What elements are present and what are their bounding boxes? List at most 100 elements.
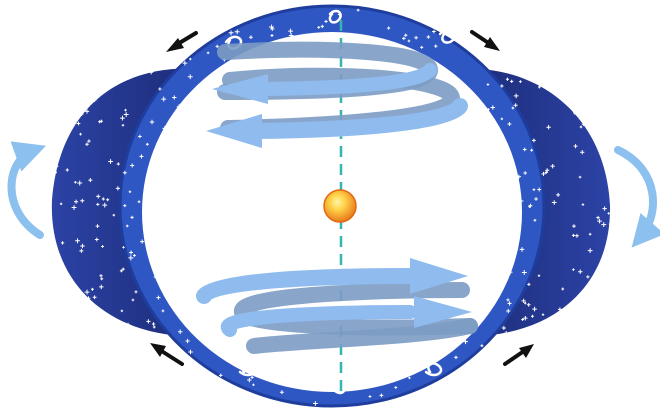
- star-speck: [486, 190, 490, 194]
- star-speck: [537, 274, 541, 277]
- flow-arrows: [150, 30, 534, 366]
- star-speck: [108, 159, 113, 164]
- star-speck: [518, 198, 524, 204]
- star-speck: [99, 284, 104, 290]
- star-speck: [522, 147, 527, 152]
- star-speck: [149, 70, 154, 75]
- star-speck: [92, 295, 97, 300]
- star-speck: [521, 270, 527, 275]
- star-speck: [490, 105, 496, 110]
- star-speck: [154, 253, 159, 258]
- star-speck: [511, 106, 515, 110]
- star-speck: [138, 134, 142, 139]
- star-speck: [498, 237, 503, 243]
- star-speck: [101, 197, 105, 201]
- star-speck: [146, 228, 152, 234]
- star-speck: [164, 241, 169, 247]
- star-speck: [596, 277, 601, 282]
- star-speck: [506, 272, 509, 276]
- star-speck: [432, 29, 436, 34]
- black-arrow-icon: [503, 344, 534, 366]
- star-speck: [532, 188, 536, 191]
- star-speck: [463, 182, 469, 187]
- star-speck: [203, 252, 206, 255]
- star-speck: [120, 115, 125, 121]
- star-speck: [516, 174, 521, 179]
- star-speck: [460, 228, 465, 233]
- star-speck: [420, 45, 424, 49]
- star-speck: [147, 250, 150, 253]
- star-speck: [162, 266, 166, 270]
- star-speck: [466, 273, 470, 277]
- star-speck: [507, 122, 512, 127]
- star-speck: [123, 112, 129, 117]
- star-speck: [167, 294, 171, 298]
- star-speck: [491, 195, 495, 199]
- star-speck: [587, 248, 593, 254]
- star-speck: [476, 288, 482, 294]
- star-speck: [187, 74, 193, 80]
- star-speck: [537, 187, 542, 192]
- spiral-back-stroke: [234, 282, 478, 336]
- spiral-arrowhead-left: [212, 74, 268, 104]
- star-speck: [463, 339, 469, 345]
- star-speck: [110, 325, 115, 330]
- star-speck: [507, 301, 512, 306]
- star-speck: [84, 289, 90, 295]
- star-speck: [578, 269, 583, 274]
- star-speck: [500, 117, 504, 121]
- star-speck: [172, 95, 177, 100]
- star-speck: [115, 186, 121, 191]
- star-speck: [483, 200, 489, 206]
- star-speck: [118, 323, 123, 328]
- star-speck: [530, 314, 534, 318]
- star-speck: [507, 202, 512, 207]
- star-speck: [169, 235, 173, 239]
- star-speck: [79, 132, 82, 136]
- star-speck: [59, 202, 63, 206]
- star-speck: [154, 211, 158, 215]
- star-speck: [192, 286, 197, 291]
- star-speck: [128, 255, 134, 261]
- star-speck: [79, 248, 84, 253]
- star-speck: [519, 80, 522, 83]
- star-speck: [65, 168, 69, 172]
- star-speck: [172, 291, 175, 295]
- star-speck: [247, 377, 252, 383]
- star-speck: [67, 281, 71, 285]
- star-speck: [234, 29, 240, 35]
- star-speck: [503, 330, 509, 336]
- star-speck: [288, 28, 294, 34]
- star-speck: [174, 136, 178, 140]
- star-speck: [593, 123, 599, 129]
- star-speck: [249, 35, 253, 40]
- star-speck: [597, 218, 602, 224]
- star-speck: [72, 290, 78, 296]
- star-speck: [460, 177, 464, 182]
- star-speck: [510, 218, 514, 222]
- star-speck: [196, 156, 202, 162]
- black-arrow-icon: [166, 31, 198, 52]
- star-speck: [546, 125, 551, 130]
- star-speck: [313, 401, 318, 406]
- star-speck: [578, 175, 582, 179]
- star-speck: [506, 308, 511, 314]
- star-speck: [586, 275, 590, 279]
- star-speck: [161, 96, 167, 102]
- star-speck: [116, 162, 120, 166]
- star-speck: [71, 205, 77, 211]
- star-speck: [407, 39, 411, 43]
- star-speck: [215, 44, 219, 49]
- star-speck: [206, 51, 210, 55]
- spiral-arrowhead-right: [410, 258, 468, 294]
- spiral-back-stroke: [246, 318, 478, 354]
- star-speck: [206, 208, 210, 212]
- star-speck: [528, 71, 533, 77]
- star-speck: [480, 344, 484, 348]
- star-speck: [505, 77, 510, 81]
- star-speck: [544, 171, 548, 175]
- star-speck: [530, 148, 534, 152]
- star-speck: [189, 57, 192, 61]
- star-speck: [195, 148, 199, 152]
- star-speck: [102, 202, 108, 208]
